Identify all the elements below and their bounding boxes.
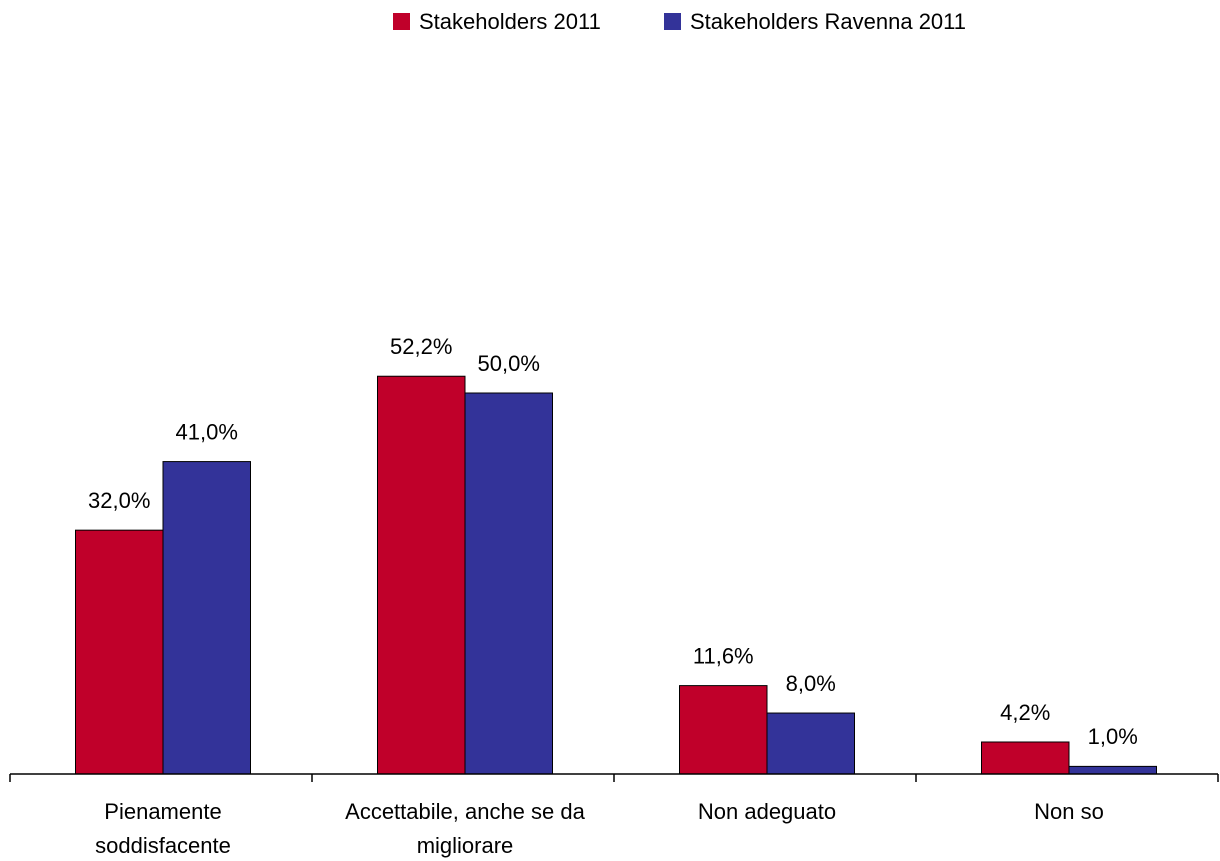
legend-swatch [664,13,681,30]
bar [1068,765,1157,775]
bar [75,529,164,775]
bar [377,375,466,775]
legend-label: Stakeholders 2011 [419,9,601,34]
bar [162,461,251,775]
data-label: 11,6% [693,643,754,668]
bar [981,741,1070,775]
data-label: 4,2% [1000,700,1050,725]
data-label: 50,0% [478,351,540,376]
data-label: 1,0% [1088,724,1138,749]
legend-swatch [393,13,410,30]
x-tick-label: Accettabile, anche se da migliorare [345,799,585,858]
data-label: 41,0% [176,419,238,444]
bar [464,392,553,775]
bar [679,685,768,775]
x-tick-label: Pienamente soddisfacente [95,799,231,858]
legend-label: Stakeholders Ravenna 2011 [690,9,966,34]
x-tick-label: Non adeguato [697,799,837,824]
data-label: 52,2% [390,334,452,359]
data-label: 8,0% [786,671,836,696]
bar [766,712,855,775]
x-tick-label: Non so [1034,799,1104,824]
data-label: 32,0% [88,488,150,513]
